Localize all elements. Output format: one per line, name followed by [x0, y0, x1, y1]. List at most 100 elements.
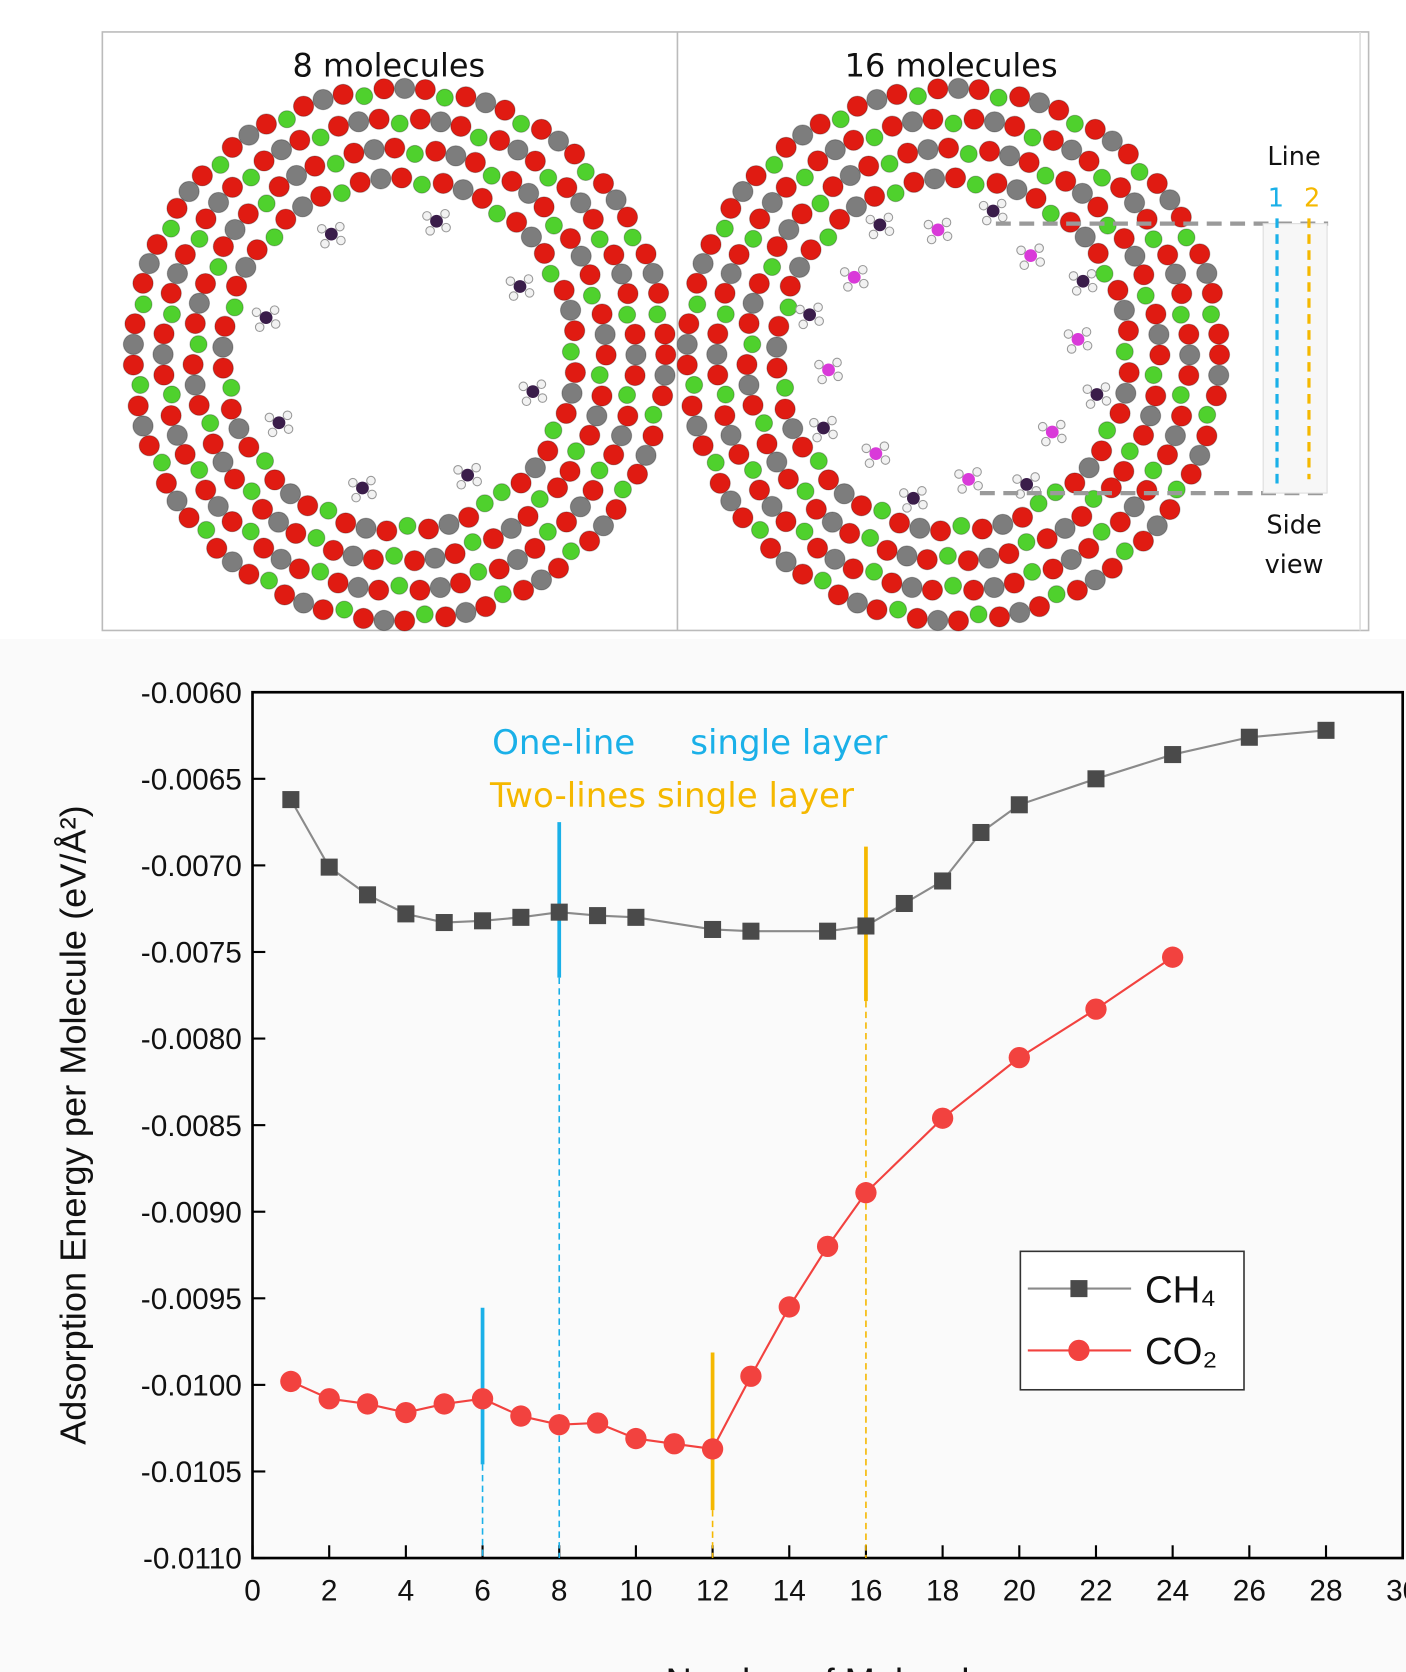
atom — [153, 323, 175, 345]
atom — [1042, 558, 1064, 580]
atom — [743, 335, 762, 354]
atom — [754, 414, 774, 433]
atom — [943, 576, 963, 595]
atom — [1113, 460, 1135, 482]
atom — [775, 511, 797, 533]
atom — [738, 312, 760, 335]
atom — [138, 252, 160, 275]
atom — [475, 595, 497, 618]
atom — [748, 272, 770, 295]
atom — [1009, 601, 1031, 624]
line-label: 1 — [1268, 184, 1284, 214]
atom — [561, 342, 580, 361]
atom — [425, 140, 447, 162]
atom — [373, 78, 395, 100]
atom — [927, 609, 949, 632]
atom — [424, 547, 446, 569]
chart: -0.0110 -0.0105 -0.0100 -0.0095 -0.0090 -0.00… — [52, 677, 1406, 1672]
hydrogen — [270, 319, 281, 329]
atom — [800, 239, 822, 261]
atom — [335, 600, 354, 619]
point — [1087, 770, 1105, 788]
atom — [264, 469, 286, 491]
hydrogen — [868, 229, 879, 240]
hydrogen — [926, 234, 937, 245]
hydrogen — [812, 432, 822, 443]
x-tick-label: 6 — [474, 1575, 491, 1608]
atom — [706, 343, 728, 366]
atom — [270, 548, 292, 570]
atom — [917, 138, 939, 161]
atom — [430, 111, 452, 133]
atom — [332, 184, 351, 203]
atom — [257, 194, 276, 213]
atom — [906, 607, 928, 630]
atom — [544, 216, 563, 235]
atom — [464, 151, 486, 174]
hydrogen — [1012, 474, 1022, 484]
atom — [385, 546, 404, 565]
atom — [626, 463, 649, 485]
atom — [202, 433, 224, 455]
chart-background — [0, 638, 1406, 1672]
carbon — [513, 280, 527, 293]
atom — [238, 436, 260, 458]
atom — [471, 187, 493, 210]
carbon — [430, 214, 443, 228]
atom — [1196, 262, 1218, 284]
atom — [921, 579, 944, 601]
hydrogen — [440, 208, 450, 219]
carbon — [272, 416, 286, 430]
atom — [728, 443, 750, 466]
atom — [563, 320, 586, 342]
atom — [880, 154, 899, 173]
y-tick-label: -0.0060 — [141, 677, 242, 710]
atom — [570, 245, 592, 267]
atom — [850, 495, 873, 517]
hydrogen — [941, 217, 952, 228]
atom — [809, 113, 831, 135]
atom — [720, 197, 742, 219]
atom — [863, 185, 886, 207]
atom — [561, 382, 583, 404]
atom — [1156, 244, 1179, 266]
line-label: 2 — [1304, 184, 1320, 214]
atom — [403, 550, 426, 572]
annotation: Two-lines single layer — [489, 776, 854, 816]
hydrogen — [917, 486, 927, 496]
hydrogen — [833, 371, 843, 382]
atom — [1071, 505, 1093, 528]
atom — [1144, 461, 1163, 480]
atom — [700, 233, 722, 256]
atom — [223, 468, 246, 490]
atom — [865, 128, 884, 147]
atom — [716, 385, 735, 404]
atom — [1201, 305, 1221, 324]
atom — [311, 128, 330, 147]
atom — [384, 137, 406, 159]
hydrogen — [843, 282, 853, 292]
atom — [539, 168, 558, 187]
atom — [654, 323, 676, 345]
atom — [160, 282, 182, 304]
hydrogen — [1085, 399, 1096, 409]
atom — [968, 78, 990, 101]
atom — [624, 323, 646, 345]
carbon — [1071, 332, 1085, 346]
atom — [886, 83, 908, 106]
atom — [782, 417, 804, 440]
atom — [251, 498, 274, 520]
hydrogen — [795, 304, 805, 315]
atom — [761, 191, 783, 214]
point — [356, 1393, 379, 1415]
atom — [1178, 364, 1200, 387]
atom — [966, 175, 985, 194]
atom — [162, 385, 181, 404]
hydrogen — [832, 357, 842, 368]
atom — [455, 601, 477, 624]
atom — [922, 108, 944, 130]
atom — [959, 144, 978, 163]
atom — [1109, 511, 1131, 533]
atom — [744, 229, 763, 248]
